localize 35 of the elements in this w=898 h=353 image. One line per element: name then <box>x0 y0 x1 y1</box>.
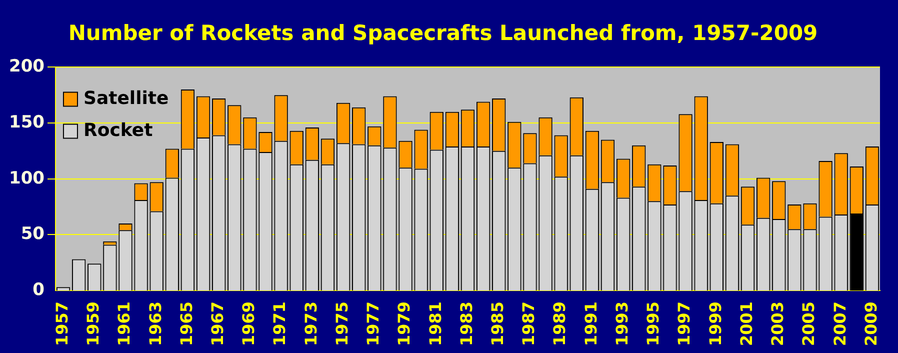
x-tick-label: 1983 <box>456 301 476 346</box>
x-tick-label: 1959 <box>84 301 103 346</box>
x-tick-label: 1981 <box>426 301 445 346</box>
y-tick-label: 200 <box>8 56 45 77</box>
x-tick-label: 1991 <box>581 301 600 346</box>
x-tick-label: 1997 <box>674 301 694 346</box>
x-tick-label: 2001 <box>736 301 756 346</box>
x-tick-label: 2007 <box>830 301 850 346</box>
x-tick-label: 1961 <box>114 301 134 346</box>
x-tick-label: 1963 <box>146 301 165 346</box>
y-tick-label: 50 <box>20 224 45 244</box>
x-tick-label: 2009 <box>861 301 880 346</box>
x-tick-label: 2005 <box>799 301 818 346</box>
x-tick-label: 1977 <box>364 301 383 346</box>
x-tick-label: 1989 <box>550 301 570 346</box>
x-tick-label: 1957 <box>52 301 72 346</box>
x-tick-label: 1995 <box>644 301 663 346</box>
x-tick-label: 1993 <box>612 301 632 346</box>
legend-label: Rocket <box>83 120 154 141</box>
y-tick-label: 0 <box>32 280 45 300</box>
y-tick-label: 150 <box>8 112 45 132</box>
x-tick-label: 1999 <box>706 301 725 346</box>
x-tick-label: 1971 <box>270 301 290 346</box>
x-tick-label: 1985 <box>488 301 508 346</box>
x-tick-label: 1975 <box>332 301 352 346</box>
x-tick-label: 1973 <box>301 301 320 346</box>
x-tick-label: 1967 <box>208 301 227 346</box>
x-tick-label: 1979 <box>394 301 414 346</box>
x-tick-label: 1969 <box>239 301 258 346</box>
chart-title: Number of Rockets and Spacecrafts Launched from, 1957-2009 <box>68 21 818 46</box>
legend-label: Satellite <box>83 88 169 109</box>
x-tick-label: 2003 <box>768 301 788 346</box>
x-tick-label: 1987 <box>519 301 538 346</box>
x-tick-label: 1965 <box>176 301 196 346</box>
y-tick-label: 100 <box>8 168 45 188</box>
